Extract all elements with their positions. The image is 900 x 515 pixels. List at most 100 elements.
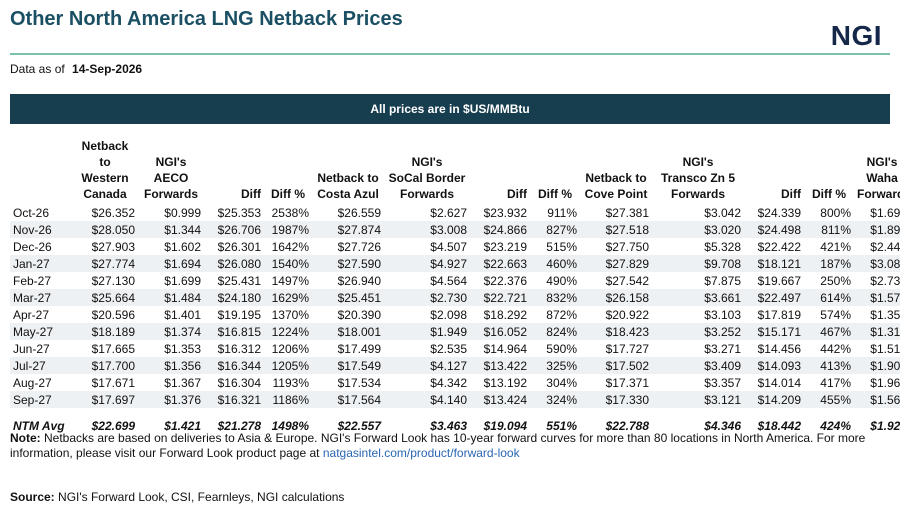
column-header: NGI's Waha Forwards: [854, 138, 900, 204]
price-cell: $1.401: [164, 307, 201, 322]
table-row: Oct-26 $26.352 $0.999 $25.353 2538% $26.559 $2…: [10, 204, 900, 221]
price-cell: 1497%: [271, 273, 309, 288]
price-cell: $4.140: [384, 391, 470, 408]
price-cell: $14.209: [744, 391, 804, 408]
price-cell: 811%: [804, 221, 854, 238]
month-cell: Aug-27: [13, 375, 52, 390]
price-cell: $18.292: [483, 307, 527, 322]
month-cell: Dec-26: [13, 239, 52, 254]
price-cell: $18.423: [580, 323, 652, 340]
price-cell: $16.052: [470, 323, 530, 340]
price-cell: $19.667: [757, 273, 801, 288]
avg-value-cell: $4.346: [704, 419, 741, 433]
column-header-line: Cove Point: [584, 187, 648, 201]
table-row: Nov-26 $28.050 $1.344 $26.706 1987% $27.874 $3…: [10, 221, 900, 238]
column-header-line: Diff %: [538, 187, 572, 201]
month-cell: Apr-27: [13, 307, 50, 322]
price-cell: $2.739: [870, 273, 900, 288]
column-header-line: Costa Azul: [317, 187, 379, 201]
price-cell: $22.376: [483, 273, 527, 288]
price-cell: 1205%: [264, 357, 312, 374]
price-cell: 304%: [546, 375, 577, 390]
month-cell: Jan-27: [10, 255, 72, 272]
column-header: Diff: [744, 138, 804, 204]
price-cell: $1.319: [854, 323, 900, 340]
price-cell: $17.371: [605, 375, 649, 390]
table-row: Dec-26 $27.903 $1.602 $26.301 1642% $27.726 $4…: [10, 238, 900, 255]
note-label: Note:: [10, 431, 41, 445]
price-cell: $2.445: [870, 239, 900, 254]
price-cell: $27.590: [312, 255, 384, 272]
price-cell: 187%: [804, 255, 854, 272]
price-cell: 827%: [530, 221, 580, 238]
column-header-line: NGI's: [155, 155, 187, 169]
price-cell: $27.903: [91, 239, 135, 254]
price-cell: $1.351: [870, 307, 900, 322]
price-cell: $17.549: [312, 357, 384, 374]
table-header-row: Netback to Western Canada NGI's AECO Forwards…: [10, 138, 900, 204]
price-cell: $0.999: [164, 205, 201, 220]
month-cell: Sep-27: [10, 391, 72, 408]
price-cell: $16.312: [217, 341, 261, 356]
price-cell: 590%: [546, 341, 577, 356]
price-cell: $1.367: [164, 375, 201, 390]
column-header-line: Netback to: [585, 171, 647, 185]
price-cell: $17.665: [91, 341, 135, 356]
header-divider: [10, 53, 890, 55]
avg-value-cell: $3.463: [430, 419, 467, 433]
column-header-line: Western: [81, 171, 129, 185]
price-cell: 574%: [820, 307, 851, 322]
ntm-average-row: NTM Avg $22.699 $1.421 $21.278 1498% $22.557 $…: [10, 418, 900, 434]
avg-value-cell: $19.094: [483, 419, 527, 433]
table-row: Jan-27 $27.774 $1.694 $26.080 1540% $27.590 $4…: [10, 255, 900, 272]
price-cell: $1.966: [870, 375, 900, 390]
as-of-line: Data as of 14-Sep-2026: [10, 62, 142, 76]
price-cell: $17.697: [72, 391, 138, 408]
month-cell: Jul-27: [10, 357, 72, 374]
price-cell: $3.357: [704, 375, 741, 390]
price-cell: 800%: [820, 205, 851, 220]
price-cell: $25.664: [72, 289, 138, 306]
price-cell: $17.700: [72, 357, 138, 374]
as-of-date: 14-Sep-2026: [72, 62, 143, 76]
column-header-line: NGI's: [682, 155, 714, 169]
price-cell: $26.559: [337, 205, 381, 220]
column-header-line: NGI's: [866, 155, 898, 169]
price-cell: 250%: [820, 273, 851, 288]
avg-value-cell: $1.421: [164, 419, 201, 433]
column-header: Diff %: [804, 138, 854, 204]
price-cell: 413%: [804, 357, 854, 374]
avg-value-cell: $18.442: [757, 419, 801, 433]
column-header-line: Forwards: [143, 187, 198, 201]
price-cell: $17.502: [580, 357, 652, 374]
column-header: NGI's Transco Zn 5 Forwards: [652, 138, 744, 204]
price-cell: 442%: [820, 341, 851, 356]
avg-label-cell: NTM Avg: [13, 419, 65, 433]
price-cell: $1.484: [138, 289, 204, 306]
forward-look-link[interactable]: natgasintel.com/product/forward-look: [322, 446, 520, 460]
column-header-line: Diff %: [271, 187, 305, 201]
avg-value-cell: 1498%: [271, 419, 309, 433]
price-cell: $26.301: [217, 239, 261, 254]
price-cell: 1370%: [271, 307, 309, 322]
price-cell: $13.424: [470, 391, 530, 408]
column-header-line: Diff: [781, 187, 801, 201]
month-cell: Jun-27: [13, 341, 50, 356]
price-cell: $27.726: [337, 239, 381, 254]
price-cell: $3.121: [652, 391, 744, 408]
month-cell: Mar-27: [10, 289, 72, 306]
source-text: NGI's Forward Look, CSI, Fearnleys, NGI …: [54, 490, 345, 504]
page-title: Other North America LNG Netback Prices: [10, 8, 403, 30]
column-header-line: Waha: [866, 171, 898, 185]
price-cell: 515%: [546, 239, 577, 254]
price-cell: $22.422: [757, 239, 801, 254]
avg-value-cell: $1.920: [870, 419, 900, 433]
table-row: Jul-27 $17.700 $1.356 $16.344 1205% $17.549 $4…: [10, 357, 900, 374]
price-cell: $1.892: [854, 221, 900, 238]
avg-value-cell: 424%: [820, 419, 851, 433]
price-cell: 324%: [530, 391, 580, 408]
avg-value-cell: $22.557: [337, 419, 381, 433]
column-header: Netback to Cove Point: [580, 138, 652, 204]
price-cell: $27.750: [605, 239, 649, 254]
source-label: Source:: [10, 490, 55, 504]
